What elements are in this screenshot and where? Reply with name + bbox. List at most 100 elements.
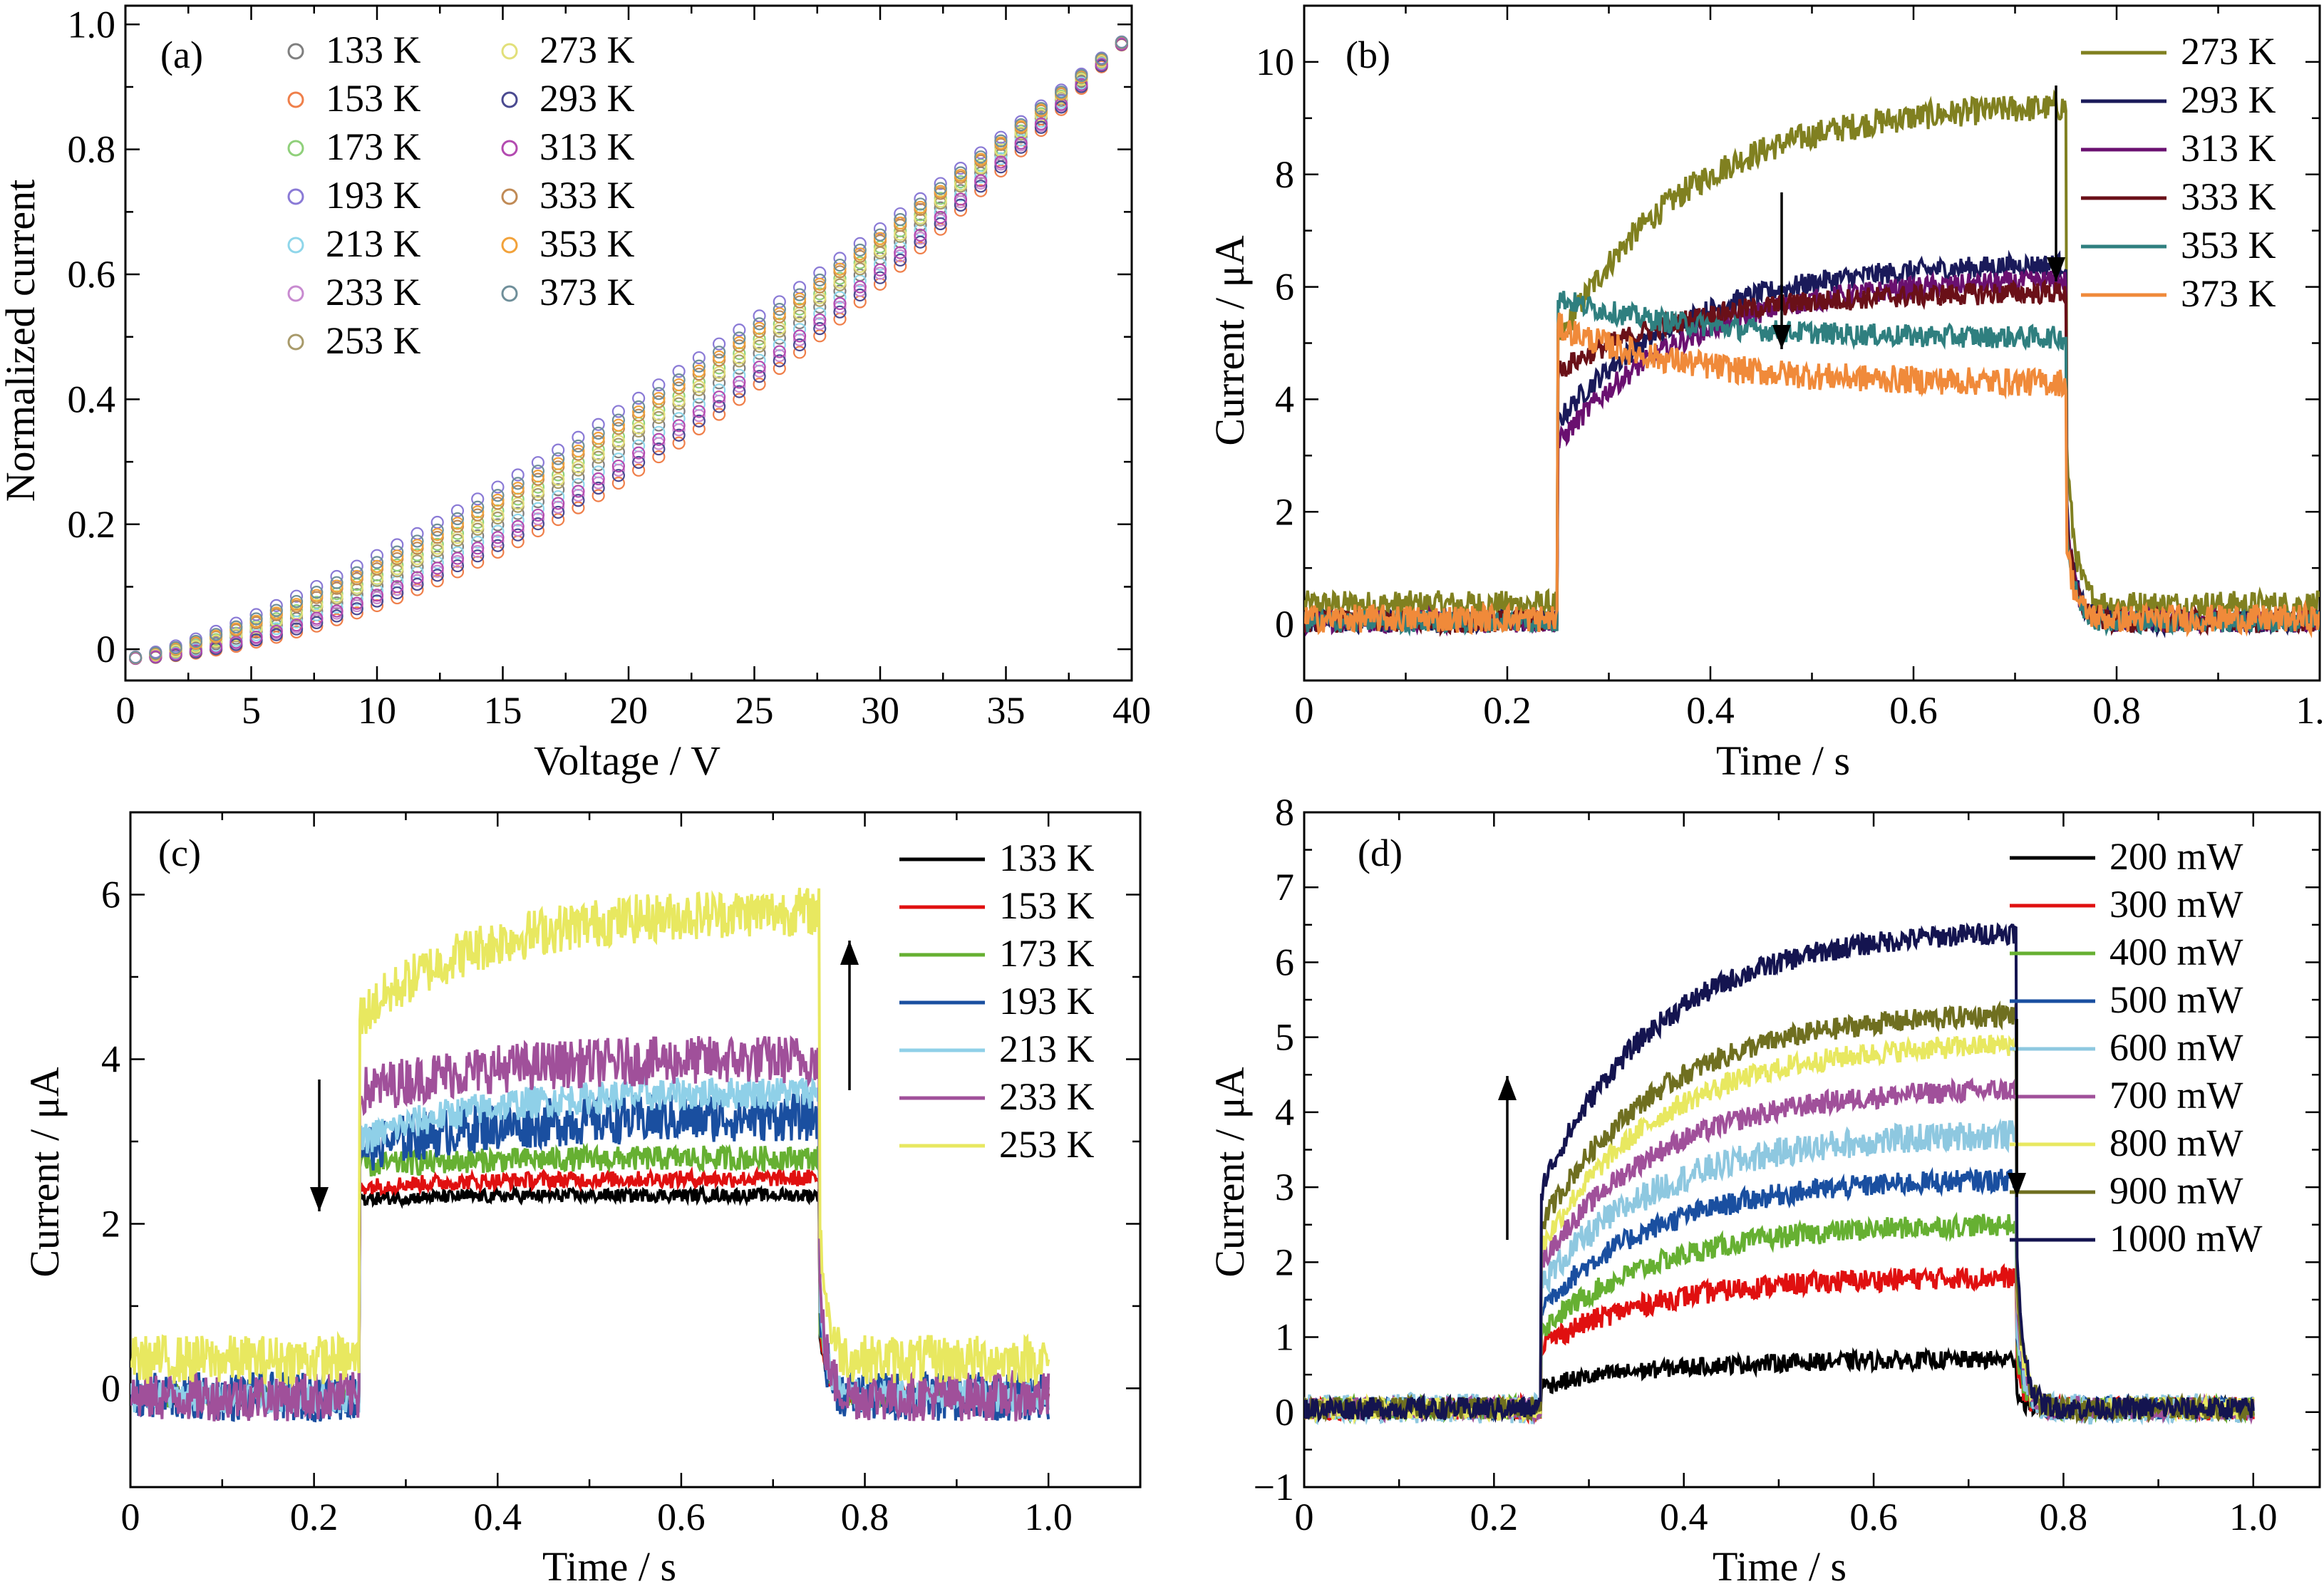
data-point [672,365,686,378]
data-point [511,477,525,490]
legend-label: 213 K [999,1028,1095,1070]
trend-arrow-head [310,1187,329,1211]
data-point [370,594,384,608]
data-point [471,505,485,519]
data-point [169,641,182,655]
data-point [833,276,847,289]
data-point [994,134,1008,147]
data-point [974,180,988,193]
data-point [652,437,666,450]
x-tick-label: 0.6 [1889,689,1938,732]
data-point [471,544,485,559]
data-point [391,549,404,563]
data-point [894,246,907,259]
data-point [310,616,324,630]
x-tick-label: 5 [242,689,261,732]
data-point [572,444,585,458]
data-point [712,350,726,364]
data-point [471,542,485,555]
x-tick-label: 0.2 [290,1496,339,1538]
legend-label: 313 K [539,125,635,168]
legend-label: 600 mW [2109,1026,2243,1069]
data-point [833,291,847,304]
data-point [572,460,585,474]
data-point [471,522,485,536]
legend-label: 293 K [2181,78,2276,121]
data-point [672,394,686,408]
x-tick-label: 0.2 [1483,689,1532,732]
data-point [289,622,304,636]
x-tick-label: 25 [735,689,774,732]
data-point [552,500,565,514]
data-point [792,309,807,323]
data-point [833,258,847,272]
data-point [450,546,465,559]
data-point [1095,58,1108,71]
data-point [611,445,625,459]
chart-panel-c: (c) Time / s Current / μA 0 0.2 0.4 0.6 0.8 1… [21,811,1142,1589]
data-point [873,228,887,242]
legend-label: 300 mW [2109,883,2243,926]
legend-marker [287,91,304,108]
data-point [552,460,565,474]
data-point [894,216,907,230]
y-tick-label: 8 [1275,791,1294,834]
data-point [712,337,726,351]
data-point [792,338,807,352]
data-point [914,228,927,242]
legend-label: 173 K [326,125,421,168]
legend-label: 233 K [326,271,421,314]
data-point [552,497,565,510]
series-line-133K [130,1184,1050,1408]
data-point [792,329,807,343]
data-point [592,447,605,461]
data-point [733,339,746,353]
y-axis-label-d: Current / μA [1207,1067,1253,1277]
legend-label: 233 K [999,1075,1095,1118]
data-point [712,390,726,404]
y-tick-label: 0 [96,628,115,671]
data-point [934,217,947,231]
data-point [531,465,545,478]
data-point [894,259,907,273]
data-point [672,436,686,450]
data-point [491,518,505,532]
data-point [773,348,786,363]
data-point [471,535,485,549]
y-tick-label: 4 [1275,1091,1294,1134]
x-tick-label: 30 [861,689,899,732]
data-point [611,469,625,482]
data-point [511,485,525,498]
legend-label: 333 K [539,174,635,217]
series-line-373K [1304,312,2320,638]
data-point [330,613,344,626]
x-tick-label: 0 [116,689,135,732]
x-tick-label: 40 [1112,689,1151,732]
data-point [894,253,907,267]
data-point [712,408,726,421]
data-point [1075,78,1088,91]
data-point [853,247,867,261]
data-point [853,284,867,297]
data-point [833,305,847,319]
data-point [552,513,565,527]
data-point [692,409,706,423]
data-point [350,559,363,573]
y-tick-label: 8 [1275,153,1294,196]
y-tick-label: 1.0 [68,3,116,46]
data-point [1034,120,1048,134]
data-point [733,380,746,393]
data-point [189,635,202,648]
data-point [289,615,304,628]
data-point [611,459,625,473]
data-point [370,568,384,581]
data-point [350,596,363,610]
data-point [552,443,565,457]
data-point [733,393,746,406]
data-point [209,624,223,638]
data-point [792,333,807,346]
data-point [531,456,545,470]
legend-marker [501,285,518,302]
data-point [370,599,384,613]
data-point [934,177,947,190]
